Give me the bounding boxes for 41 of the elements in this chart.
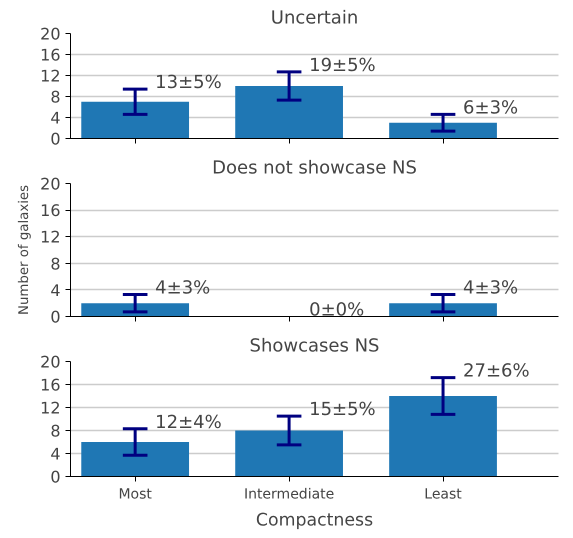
y-tick-label: 16 [40,46,60,64]
x-tick-label: Intermediate [244,486,334,502]
y-tick-label: 4 [50,280,61,300]
chart-title: Showcases NS [250,336,380,356]
annotation: 15±5% [309,399,376,420]
annotation: 12±4% [155,412,222,433]
y-tick-label: 8 [50,88,61,106]
y-tick-label: 4 [50,108,61,128]
y-tick-label: 0 [50,468,61,486]
y-tick-label: 8 [50,422,61,440]
y-tick-label: 20 [40,174,60,194]
bar [81,442,190,476]
bar [81,102,190,138]
annotation: 0±0% [309,300,364,320]
y-tick-label: 8 [50,254,61,274]
bar [389,122,497,138]
x-tick-label: Most [118,486,152,502]
y-tick-label: 16 [40,376,60,394]
x-axis-title: Compactness [256,510,374,530]
annotation: 4±3% [155,278,210,299]
y-axis-title: Number of galaxies [17,184,32,316]
bar [389,396,497,476]
annotation: 4±3% [463,278,518,299]
y-tick-label: 12 [40,66,60,86]
y-tick-label: 0 [50,308,61,326]
y-tick-label: 12 [40,228,60,247]
y-tick-label: 20 [40,24,60,44]
bar [235,430,343,476]
y-tick-label: 4 [50,444,61,464]
y-tick-label: 16 [40,201,60,220]
annotation: 13±5% [155,72,222,94]
x-tick-label: Least [424,486,462,502]
y-tick-label: 20 [40,352,60,372]
y-tick-label: 12 [40,398,60,418]
chart-title: Does not showcase NS [212,158,417,178]
y-tick-label: 0 [50,130,61,148]
annotation: 19±5% [309,54,376,76]
bar [235,86,343,138]
annotation: 6±3% [463,97,518,118]
chart-title: Uncertain [270,8,358,28]
annotation: 27±6% [463,360,530,382]
